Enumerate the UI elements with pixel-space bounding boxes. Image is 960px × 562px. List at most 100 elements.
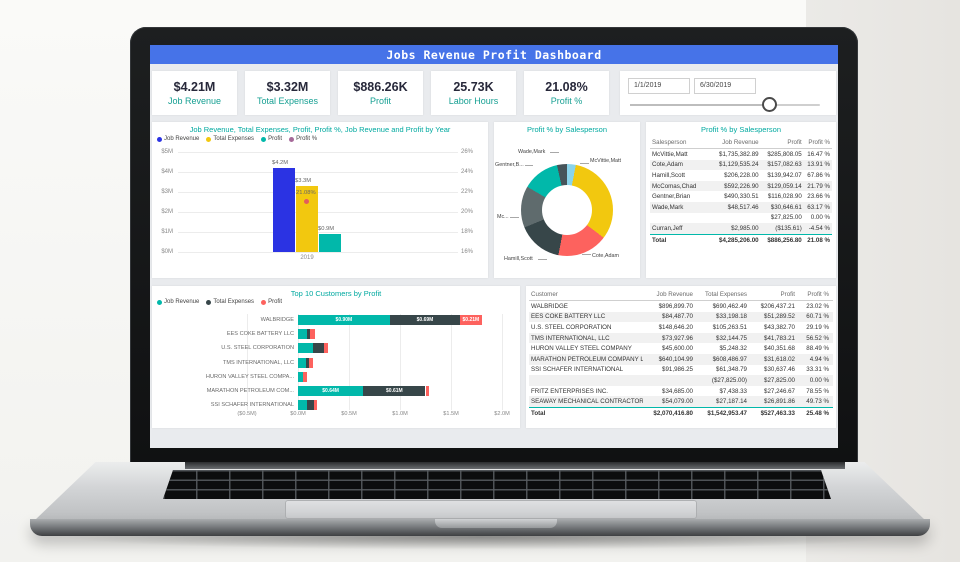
- table-cell: EES COKE BATTERY LLC: [531, 313, 606, 321]
- donut-callout-line: [582, 254, 591, 255]
- bar-segment-total-expenses[interactable]: [306, 329, 310, 340]
- legend-label: Job Revenue: [164, 136, 200, 142]
- bar-segment-job-revenue[interactable]: [298, 371, 303, 382]
- bar-segment-total-expenses[interactable]: [302, 371, 304, 382]
- table-cell: -4.54 %: [808, 224, 831, 232]
- bar-segment-total-expenses[interactable]: $0.69M: [389, 315, 461, 325]
- x-axis-tick: $2.0M: [494, 411, 510, 417]
- category-label: MARATHON PETROLEUM COM...: [206, 388, 294, 394]
- table-cell: FRITZ ENTERPRISES INC.: [531, 387, 609, 395]
- table-cell: 0.00 %: [809, 376, 829, 384]
- table-cell: $26,891.86: [764, 398, 795, 406]
- table-cell: HURON VALLEY STEEL COMPANY: [531, 345, 632, 353]
- y-axis-tick: 24%: [461, 169, 474, 175]
- table-row[interactable]: McVittie,Matt $1,735,382.89 $285,808.05 16.…: [650, 149, 832, 160]
- donut-callout-line: [510, 217, 519, 218]
- table-title: Profit % by Salesperson: [700, 125, 782, 134]
- total-cell: 25.48 %: [806, 409, 829, 417]
- donut-chart[interactable]: [521, 164, 613, 256]
- table-row[interactable]: SSI SCHAFER INTERNATIONAL $91,986.25 $61,3…: [529, 365, 833, 376]
- table-row[interactable]: Cote,Adam $1,129,535.24 $157,082.63 13.91 %: [650, 159, 832, 171]
- table-row[interactable]: McComas,Chad $592,226.90 $129,059.14 21.79 …: [650, 180, 832, 192]
- bar-segment-total-expenses[interactable]: [305, 357, 309, 368]
- bar-segment-profit[interactable]: [309, 329, 316, 340]
- bar-segment-profit[interactable]: $0.21M: [460, 315, 482, 325]
- table-cell: Hamill,Scott: [652, 171, 686, 179]
- bar-job-revenue[interactable]: [273, 168, 295, 252]
- bar-segment-profit[interactable]: [308, 357, 314, 368]
- table-row[interactable]: ($27,825.00) $27,825.00 0.00 %: [529, 375, 833, 386]
- donut-label-hamill: Hamill,Scott: [504, 256, 533, 262]
- table-row[interactable]: Gentner,Brian $490,330.51 $116,028.90 23.66…: [650, 191, 832, 202]
- column-header: Job Revenue: [722, 139, 759, 146]
- legend-label: Total Expenses: [213, 299, 255, 305]
- bar-total-expenses[interactable]: [296, 186, 318, 252]
- legend-label: Profit: [268, 299, 283, 305]
- table-row[interactable]: FRITZ ENTERPRISES INC. $34,685.00 $7,438.3…: [529, 386, 833, 397]
- bar-segment-total-expenses[interactable]: [313, 343, 324, 354]
- legend-item: Total Expenses: [206, 299, 254, 305]
- table-row[interactable]: Hamill,Scott $206,228.00 $139,942.07 67.86 …: [650, 170, 832, 181]
- combo-chart-plot[interactable]: $4.2M $3.3M $0.9M 21.08% 2019: [178, 152, 458, 261]
- table-row[interactable]: SEAWAY MECHANICAL CONTRACTORS $54,079.00 $…: [529, 396, 833, 407]
- kpi-label: Profit: [369, 96, 391, 106]
- gridline: [247, 314, 248, 410]
- bar-segment-job-revenue[interactable]: [298, 329, 307, 340]
- table-cell: $608,486.97: [712, 355, 747, 363]
- table-cell: 33.31 %: [806, 366, 829, 374]
- top-customers-chart-panel: Top 10 Customers by Profit Job Revenue To…: [152, 286, 520, 428]
- table-cell: $31,618.02: [764, 355, 795, 363]
- bar-segment-profit[interactable]: [425, 386, 429, 396]
- total-cell: $4,285,206.00: [719, 236, 759, 244]
- category-label: SSI SCHAFER INTERNATIONAL: [210, 402, 294, 409]
- bar-segment-profit[interactable]: [323, 343, 329, 354]
- table-row[interactable]: MARATHON PETROLEUM COMPANY LLC $640,104.9…: [529, 353, 833, 365]
- table-cell: $116,028.90: [767, 193, 802, 201]
- table-cell: $206,228.00: [724, 171, 759, 179]
- legend-dot-icon: [206, 136, 212, 142]
- table-cell: McComas,Chad: [652, 182, 697, 190]
- table-row[interactable]: U.S. STEEL CORPORATION $148,646.20 $105,26…: [529, 322, 833, 333]
- table-row[interactable]: TMS INTERNATIONAL, LLC $73,927.96 $32,144.…: [529, 332, 833, 344]
- gridline: [178, 152, 458, 153]
- top-customers-plot[interactable]: ($0.5M) $0.0M $0.5M $1.0M $1.5M $2.0M WALBRIDG…: [152, 312, 520, 418]
- laptop-hinge: [185, 462, 845, 469]
- table-row[interactable]: EES COKE BATTERY LLC $84,487.70 $33,198.18…: [529, 311, 833, 323]
- table-cell: 23.66 %: [807, 193, 831, 201]
- table-row[interactable]: Wade,Mark $48,517.46 $30,646.61 63.17 %: [650, 201, 832, 213]
- end-date-input[interactable]: 6/30/2019: [694, 78, 756, 94]
- bar-segment-job-revenue[interactable]: [298, 400, 308, 411]
- table-row[interactable]: HURON VALLEY STEEL COMPANY $45,600.00 $5,2…: [529, 343, 833, 354]
- table-cell: $30,637.46: [764, 366, 795, 374]
- total-cell: $2,070,416.80: [653, 409, 693, 417]
- bar-segment-job-revenue[interactable]: [298, 343, 314, 354]
- bar-profit[interactable]: [319, 234, 341, 252]
- profit-pct-point[interactable]: [304, 199, 309, 205]
- page-title: Jobs Revenue Profit Dashboard: [386, 47, 602, 62]
- donut-label-gentner: Gentner,B...: [495, 162, 524, 168]
- kpi-value: 25.73K: [453, 80, 494, 94]
- kpi-value: 21.08%: [545, 80, 588, 94]
- kpi-value: $4.21M: [173, 80, 216, 94]
- bar-segment-job-revenue[interactable]: $0.90M: [298, 315, 390, 325]
- bar-segment-profit[interactable]: [303, 371, 308, 382]
- bar-segment-job-revenue[interactable]: [298, 357, 306, 368]
- y-axis-tick: $4M: [161, 169, 173, 175]
- bar-data-label: $4.2M: [272, 160, 289, 166]
- bar-segment-total-expenses[interactable]: $0.61M: [363, 386, 426, 396]
- table-row[interactable]: WALBRIDGE $896,899.70 $690,462.49 $206,437.…: [529, 301, 833, 312]
- legend-item: Profit: [261, 136, 282, 142]
- date-slider-handle[interactable]: [762, 97, 777, 112]
- bar-data-label: $0.90M: [335, 317, 353, 323]
- start-date-input[interactable]: 1/1/2019: [628, 78, 690, 94]
- table-cell: $148,646.20: [658, 323, 693, 331]
- bar-segment-profit[interactable]: [313, 400, 317, 411]
- bar-segment-job-revenue[interactable]: $0.64M: [298, 386, 364, 396]
- total-cell: Total: [531, 409, 546, 417]
- bar-segment-total-expenses[interactable]: [307, 400, 314, 411]
- table-row[interactable]: $27,825.00 0.00 %: [650, 213, 832, 224]
- table-row[interactable]: Curran,Jeff $2,985.00 ($135.61) -4.54 %: [650, 223, 832, 234]
- laptop-base: [35, 462, 925, 520]
- x-axis-tick: ($0.5M): [237, 411, 257, 417]
